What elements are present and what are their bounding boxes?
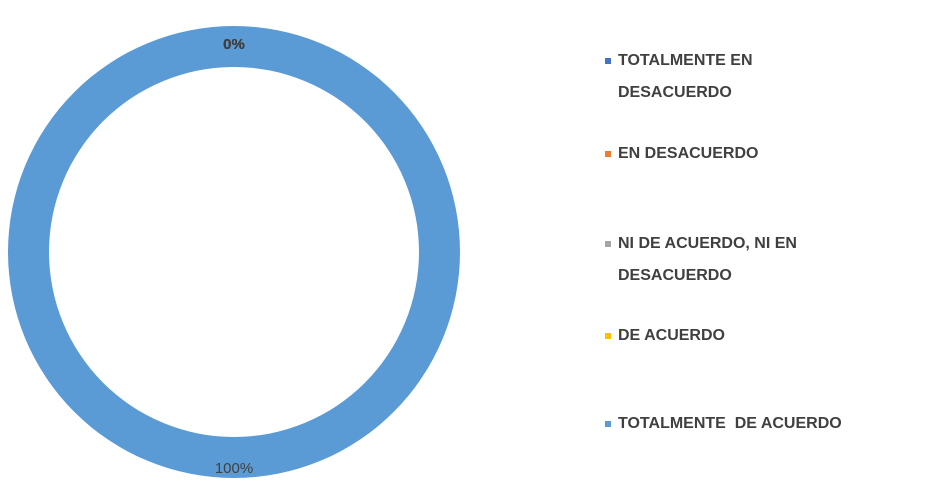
legend-label: TOTALMENTE DE ACUERDO: [618, 415, 842, 432]
data-label: 100%: [215, 460, 253, 477]
legend-item: DE ACUERDO: [605, 320, 860, 352]
legend-swatch: [605, 241, 611, 247]
data-label: 0%: [223, 36, 245, 53]
donut-area: 0%0%0%0%100%: [8, 26, 460, 478]
legend-label: NI DE ACUERDO, NI EN DESACUERDO: [618, 235, 802, 284]
data-label: 0%: [223, 36, 245, 53]
donut-segment: [8, 26, 460, 478]
legend-swatch: [605, 151, 611, 157]
legend-label: EN DESACUERDO: [618, 145, 759, 162]
legend-swatch: [605, 421, 611, 427]
legend-swatch: [605, 333, 611, 339]
legend-item: TOTALMENTE DE ACUERDO: [605, 408, 860, 440]
legend-item: EN DESACUERDO: [605, 138, 860, 170]
legend-item: TOTALMENTE EN DESACUERDO: [605, 45, 860, 109]
data-label: 0%: [223, 36, 245, 53]
legend-label: TOTALMENTE EN DESACUERDO: [618, 52, 757, 101]
legend-label: DE ACUERDO: [618, 327, 725, 344]
legend-item: NI DE ACUERDO, NI EN DESACUERDO: [605, 228, 860, 292]
legend-swatch: [605, 58, 611, 64]
data-label: 0%: [223, 36, 245, 53]
